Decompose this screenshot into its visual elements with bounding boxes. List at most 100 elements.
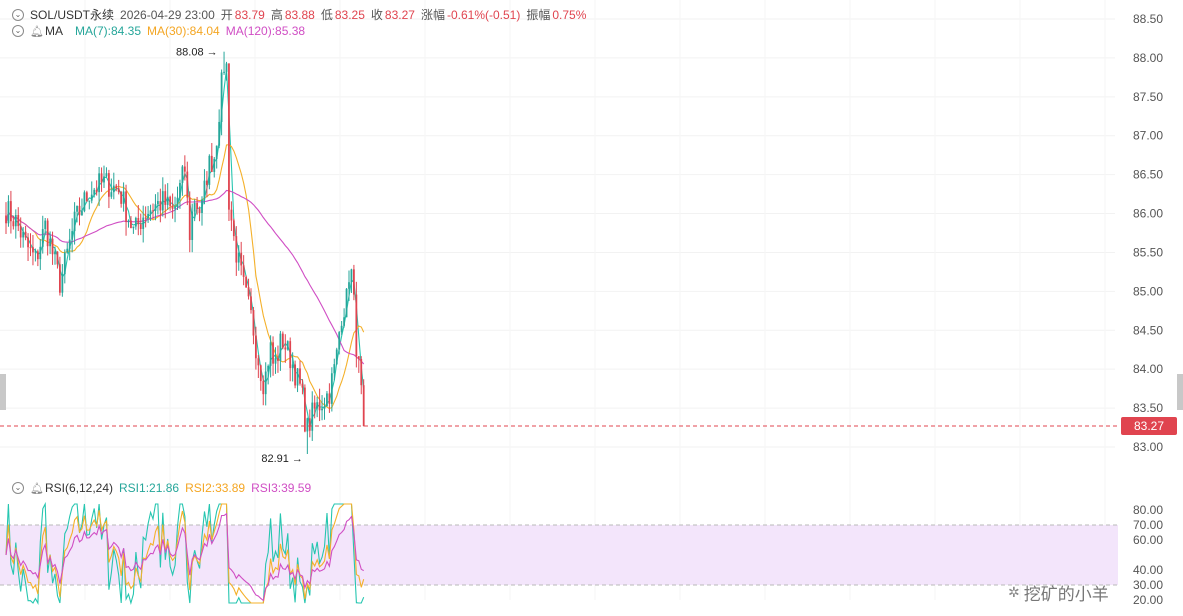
candle: [286, 340, 289, 351]
rsi-label: RSI(6,12,24): [44, 481, 114, 495]
candle-body: [139, 224, 142, 229]
candle: [12, 215, 15, 230]
candle-body: [235, 236, 238, 263]
candle: [36, 249, 39, 267]
collapse-chevron-icon[interactable]: ⌄: [12, 482, 24, 494]
candle: [127, 219, 130, 228]
amplitude-value: 0.75%: [552, 7, 587, 22]
ma-legend: ⌄ 🔔︎ MA MA(7):84.35 MA(30):84.04 MA(120)…: [12, 24, 305, 38]
candle-body: [132, 226, 135, 229]
candle: [186, 161, 189, 206]
author-logo-icon: ✲: [1008, 584, 1020, 600]
candle: [98, 166, 100, 207]
rsi-tick-label: 30.00: [1133, 578, 1163, 592]
candle-body: [81, 211, 83, 216]
price-tick-label: 88.50: [1133, 12, 1163, 26]
low-label: 低: [320, 8, 333, 22]
high-label: 高: [270, 8, 283, 22]
price-tick-label: 87.00: [1133, 129, 1163, 143]
candle: [284, 334, 287, 363]
candle-body: [174, 207, 176, 209]
candle: [56, 251, 59, 269]
rsi2-legend: RSI2:33.89: [185, 481, 246, 495]
right-scroll-handle[interactable]: [1177, 374, 1183, 410]
candle: [296, 368, 299, 393]
candle: [117, 179, 120, 195]
candle-body: [301, 383, 304, 388]
ohlc-header: ⌄ SOL/USDT永续 2026-04-29 23:00 开 83.79 高 83…: [12, 6, 586, 23]
candle-body: [357, 356, 360, 360]
candle: [198, 206, 201, 222]
candle: [264, 362, 267, 406]
candle-body: [316, 402, 319, 409]
low-value: 83.25: [334, 7, 365, 22]
candle: [345, 288, 348, 318]
candle-body: [41, 229, 44, 247]
candle-body: [183, 166, 186, 172]
candle-body: [294, 364, 296, 386]
candle: [68, 228, 71, 261]
alert-bell-icon[interactable]: 🔔︎: [30, 482, 44, 495]
candle: [132, 226, 135, 234]
candle: [83, 190, 86, 213]
price-tick-label: 88.00: [1133, 51, 1163, 65]
rsi-tick-label: 20.00: [1133, 593, 1163, 607]
candle: [213, 156, 216, 178]
candle-body: [152, 210, 154, 212]
candle-body: [17, 215, 20, 227]
candle: [59, 256, 61, 296]
candle-body: [44, 220, 47, 230]
candle-body: [291, 364, 294, 369]
candle-body: [343, 317, 345, 326]
alert-bell-icon[interactable]: 🔔︎: [30, 25, 44, 38]
low-price-marker: 82.91 →: [261, 453, 303, 465]
candle-body: [345, 288, 348, 318]
candle: [335, 347, 338, 366]
candle-body: [338, 332, 341, 350]
candle: [85, 190, 88, 203]
datetime-label: 2026-04-29 23:00: [120, 7, 215, 22]
candle: [78, 197, 81, 226]
candle: [208, 154, 211, 190]
candle: [63, 249, 66, 284]
candle-body: [323, 406, 326, 409]
open-label: 开: [220, 8, 233, 22]
candle: [88, 200, 91, 210]
candle: [206, 171, 208, 198]
candle-body: [29, 247, 32, 249]
candle: [252, 306, 255, 345]
candle-body: [340, 325, 343, 333]
left-scroll-handle[interactable]: [0, 374, 6, 410]
close-label: 收: [370, 8, 383, 22]
candle-body: [296, 368, 299, 386]
candle-body: [5, 215, 7, 224]
collapse-chevron-icon[interactable]: ⌄: [12, 8, 24, 21]
candle-body: [362, 385, 365, 426]
candle-body: [308, 418, 311, 431]
rsi1-line: [5, 501, 365, 606]
candle: [306, 417, 309, 455]
candle: [46, 218, 49, 256]
candle: [112, 172, 115, 200]
candle-body: [350, 269, 353, 283]
candle-body: [232, 220, 235, 237]
candle-body: [237, 252, 240, 263]
candle-body: [110, 192, 113, 197]
candle: [39, 239, 42, 270]
candle: [235, 226, 238, 276]
candle: [308, 409, 311, 438]
candle: [313, 395, 316, 419]
collapse-chevron-icon[interactable]: ⌄: [12, 25, 24, 37]
candle-body: [61, 274, 64, 293]
candle-body: [267, 365, 270, 372]
candle-body: [161, 191, 164, 211]
candle-body: [215, 145, 218, 159]
candle: [110, 178, 113, 199]
candle: [41, 215, 44, 254]
candle: [289, 337, 292, 382]
price-tick-label: 87.50: [1133, 90, 1163, 104]
candle-body: [90, 194, 93, 201]
candle-body: [39, 246, 42, 260]
candle: [350, 268, 353, 293]
